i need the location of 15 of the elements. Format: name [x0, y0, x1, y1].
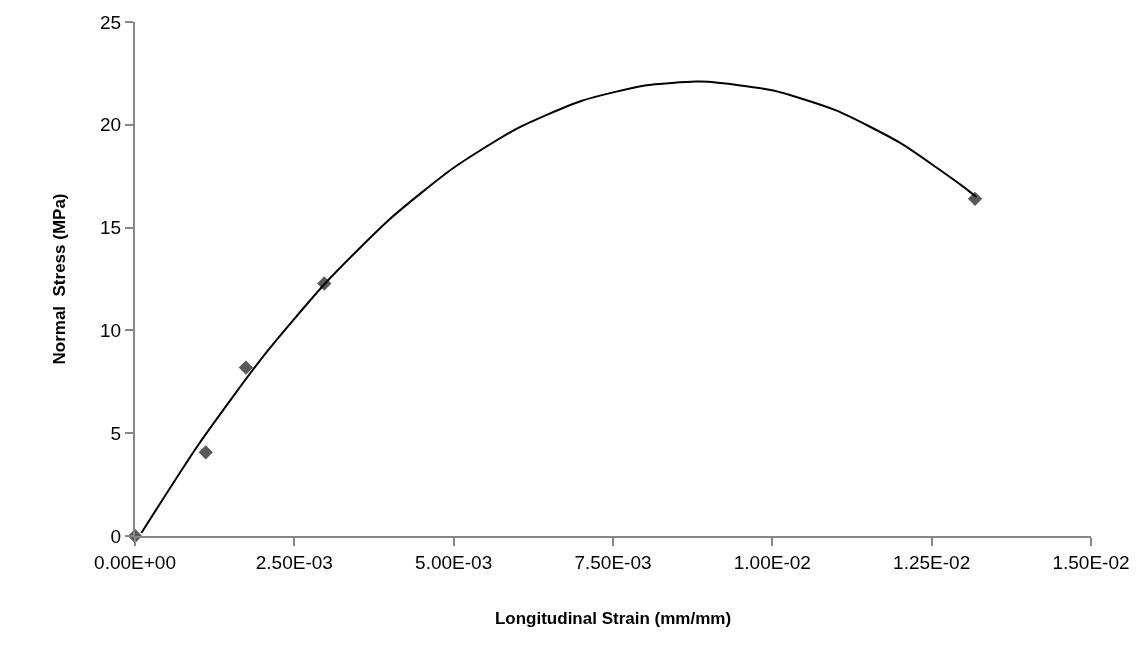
x-tick-label: 1.00E-02: [733, 551, 811, 573]
y-tick-label: 10: [100, 320, 122, 342]
x-tick-label: 1.50E-02: [1052, 551, 1130, 573]
x-tick-label: 5.00E-03: [415, 551, 493, 573]
y-tick-label: 0: [110, 525, 122, 547]
x-tick-label: 2.50E-03: [255, 551, 333, 573]
y-tick-label: 20: [100, 114, 122, 136]
x-tick-label: 1.25E-02: [893, 551, 971, 573]
y-tick-label: 5: [110, 422, 122, 444]
x-tick-label: 7.50E-03: [574, 551, 652, 573]
x-tick-label: 0.00E+00: [94, 551, 176, 573]
y-axis-title: Normal Stress (MPa): [50, 193, 70, 365]
y-tick-label: 25: [100, 11, 122, 33]
y-tick-label: 15: [100, 217, 122, 239]
x-axis-title: Longitudinal Strain (mm/mm): [494, 608, 732, 628]
